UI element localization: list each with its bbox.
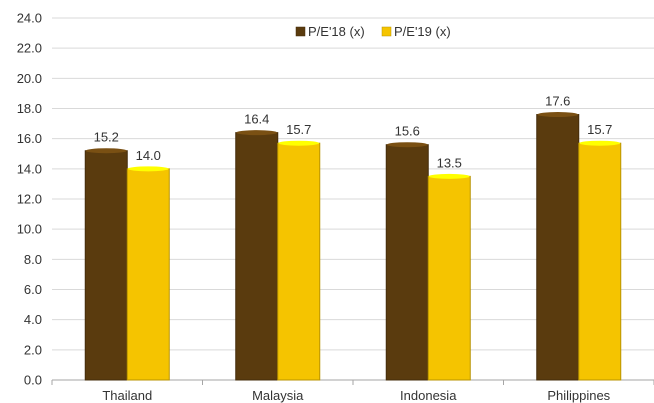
y-tick-label: 4.0 [24, 312, 42, 327]
legend: P/E'18 (x) P/E'19 (x) [295, 24, 451, 39]
category-label: Thailand [102, 388, 152, 403]
bars [84, 112, 622, 381]
legend-swatch [381, 26, 392, 37]
bar [235, 132, 279, 381]
y-tick-label: 10.0 [17, 222, 42, 237]
data-label: 15.7 [286, 122, 311, 137]
data-labels: 15.2 14.0 16.4 15.7 15.6 13.5 17.6 15.7 [94, 94, 613, 171]
bar-top-cap [85, 148, 127, 154]
bar [84, 150, 128, 381]
bar-top-cap [537, 112, 579, 118]
data-label: 14.0 [136, 148, 161, 163]
data-label: 17.6 [545, 94, 570, 109]
bar [536, 114, 580, 381]
legend-label: P/E'18 (x) [308, 24, 365, 39]
x-axis [51, 379, 654, 385]
y-tick-label: 20.0 [17, 71, 42, 86]
y-axis-ticks: 0.0 2.0 4.0 6.0 8.0 10.0 12.0 14.0 16.0 18.0 20.0 2… [17, 11, 42, 388]
bar-top-cap [386, 142, 428, 148]
legend-swatch [295, 26, 306, 37]
bar-top-cap [127, 166, 169, 172]
y-tick-label: 12.0 [17, 192, 42, 207]
bar [578, 142, 622, 381]
bar-top-cap [278, 140, 320, 146]
data-label: 13.5 [437, 155, 462, 170]
y-tick-label: 16.0 [17, 131, 42, 146]
y-tick-label: 8.0 [24, 252, 42, 267]
y-tick-label: 22.0 [17, 41, 42, 56]
y-tick-label: 14.0 [17, 161, 42, 176]
category-label: Indonesia [400, 388, 457, 403]
bar [385, 144, 429, 381]
bar-top-cap [428, 173, 470, 179]
data-label: 16.4 [244, 112, 269, 127]
bar [277, 142, 321, 381]
bar-top-cap [579, 140, 621, 146]
bar-top-cap [236, 130, 278, 136]
legend-label: P/E'19 (x) [394, 24, 451, 39]
bar [427, 175, 471, 381]
y-tick-label: 0.0 [24, 373, 42, 388]
category-label: Philippines [547, 388, 610, 403]
data-label: 15.2 [94, 130, 119, 145]
y-tick-label: 6.0 [24, 282, 42, 297]
y-tick-label: 2.0 [24, 342, 42, 357]
category-labels: Thailand Malaysia Indonesia Philippines [102, 388, 610, 403]
y-tick-label: 18.0 [17, 101, 42, 116]
data-label: 15.7 [587, 122, 612, 137]
category-label: Malaysia [252, 388, 304, 403]
y-tick-label: 24.0 [17, 11, 42, 26]
bar [126, 168, 170, 381]
data-label: 15.6 [395, 124, 420, 139]
